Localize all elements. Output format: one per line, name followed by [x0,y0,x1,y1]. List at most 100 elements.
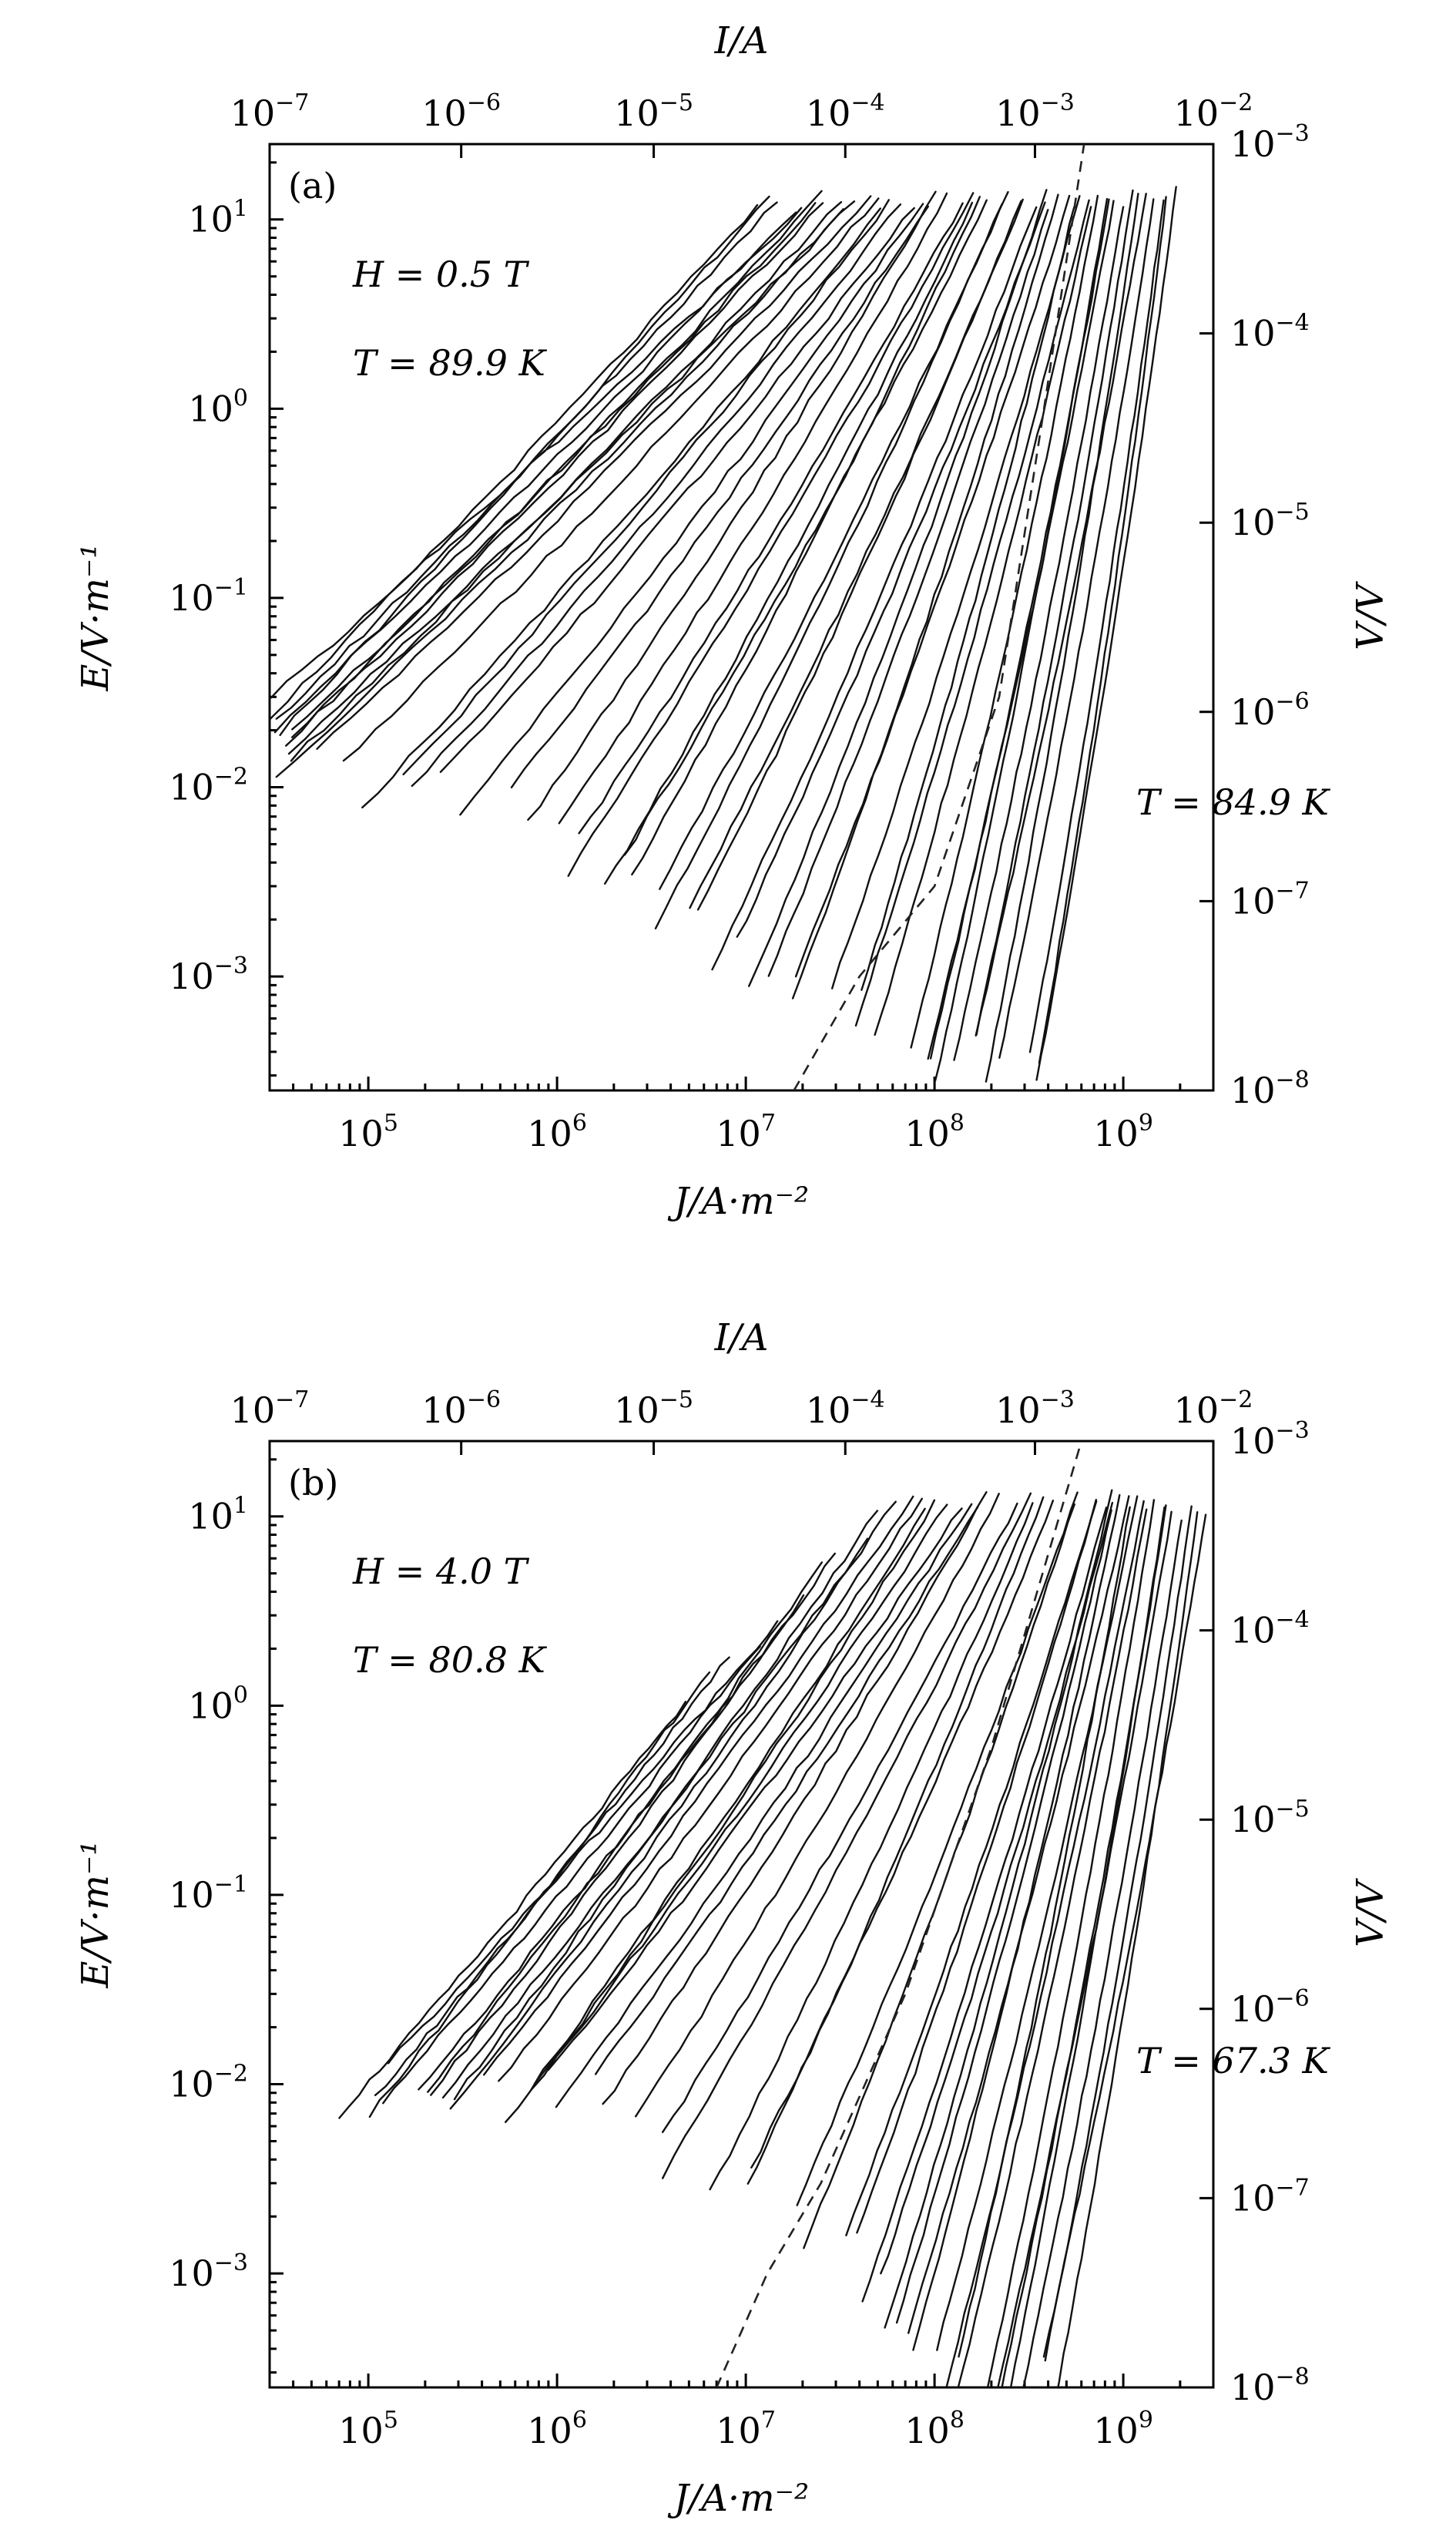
top-tick-label-exponent: −5 [659,1386,693,1413]
right-tick-label-base: 10 [1230,123,1276,165]
x-tick-label-exponent: 7 [761,2407,776,2434]
x-tick-label-base: 10 [338,1113,384,1154]
x-tick-label-base: 10 [904,1113,950,1154]
ej-curve [1022,1519,1183,2387]
y-tick-label-base: 10 [169,577,214,619]
top-tick-label-base: 10 [995,92,1041,134]
y-tick-label-base: 10 [169,956,214,997]
x-axis-label: J/A·m⁻² [667,1180,809,1223]
right-tick-label-exponent: −4 [1276,1607,1310,1634]
right-tick-label: 10−5 [1230,499,1310,543]
top-tick-label: 10−3 [995,89,1075,134]
x-tick-label-exponent: 5 [384,2407,398,2434]
y-tick-label: 10−1 [169,1871,248,1916]
ej-curve [750,1499,1055,2169]
right-tick-label-exponent: −8 [1276,1067,1310,1094]
right-tick-label: 10−3 [1230,1417,1310,1462]
y-tick-label-exponent: 0 [233,385,248,412]
ej-curve [342,197,880,762]
ej-curve [578,202,964,835]
right-tick-label-exponent: −4 [1276,310,1310,337]
y-tick-label: 100 [188,385,248,429]
ej-curve [736,201,1046,938]
top-tick-label-base: 10 [421,92,467,134]
curve-group [338,1441,1207,2387]
top-tick-label-exponent: −6 [467,1386,501,1413]
ej-curve [953,206,1125,1061]
ej-curve [439,207,915,773]
right-tick-label-base: 10 [1230,1420,1276,1462]
right-tick-label-base: 10 [1230,502,1276,543]
ej-curve [374,1656,730,2096]
ej-curve [623,199,988,856]
top-tick-label-exponent: −7 [275,89,309,116]
ej-curve [510,205,929,788]
right-tick-label-base: 10 [1230,1988,1276,2030]
ej-curve [285,202,824,747]
x-tick-label-exponent: 9 [1139,2407,1153,2434]
y-tick-label: 10−2 [169,764,248,808]
ej-curve [1057,1511,1199,2387]
ej-curve [411,203,902,788]
ej-curve [711,206,1038,971]
top-tick-label: 10−4 [806,1386,885,1431]
ej-curve [1028,199,1165,1053]
right-tick-label: 10−6 [1230,688,1310,733]
right-tick-label: 10−8 [1230,1067,1310,1111]
right-tick-label: 10−7 [1230,2174,1310,2219]
ej-curve [338,1701,686,2119]
top-tick-label-exponent: −6 [467,89,501,116]
annotation-mask [1136,2039,1207,2085]
ej-curve [558,192,948,825]
right-tick-label: 10−8 [1230,2364,1310,2408]
ej-curve [895,1509,1112,2324]
right-tick-label-exponent: −5 [1276,1796,1310,1823]
y-tick-label: 10−2 [169,2061,248,2105]
top-tick-label-exponent: −3 [1041,89,1075,116]
x-tick-label-base: 10 [527,1113,572,1154]
ej-curve [402,199,890,776]
right-tick-label: 10−7 [1230,877,1310,922]
right-tick-label-exponent: −8 [1276,2364,1310,2390]
y-tick-label-base: 10 [188,388,233,429]
x-tick-label: 105 [338,2407,398,2451]
ej-curve [696,200,1022,911]
ej-curve [1009,1506,1166,2387]
top-tick-label-base: 10 [230,92,276,134]
dashed-boundary-line [793,144,1085,1090]
ej-curve [270,207,803,699]
ej-curve [427,1561,823,2093]
top-tick-label: 10−5 [614,89,693,134]
right-axis-label: V/V [1349,1878,1392,1947]
x-tick-label: 108 [904,2407,965,2451]
ej-curve [767,209,1049,977]
ej-curve [316,195,872,750]
top-tick-label: 10−7 [230,89,310,134]
ej-curve [659,191,1009,890]
y-tick-label-base: 10 [188,1496,233,1537]
ej-curve [907,1495,1130,2334]
x-tick-label: 106 [527,1110,587,1154]
ej-curve [527,190,937,821]
ej-curve [689,198,1024,909]
ej-curve [861,206,1075,991]
y-tick-label-exponent: −1 [214,1871,248,1898]
ej-curve [459,203,924,816]
x-tick-label: 109 [1093,2407,1153,2451]
right-tick-label: 10−5 [1230,1796,1310,1840]
x-tick-label-exponent: 9 [1139,1110,1153,1137]
ej-curve [934,197,1109,1082]
right-tick-label-exponent: −3 [1276,1417,1310,1444]
top-tick-label-base: 10 [614,92,659,134]
ej-curve [441,1537,869,2099]
y-tick-label-exponent: −3 [214,953,248,979]
ej-curve [1044,1505,1193,2362]
top-axis-label: I/A [714,1316,769,1359]
right-tick-label-base: 10 [1230,880,1276,922]
x-axis-label: J/A·m⁻² [667,2477,809,2520]
top-tick-label: 10−5 [614,1386,693,1431]
annotation-mask [1136,781,1207,827]
ej-curve [845,1499,1097,2236]
ej-curve [794,194,1071,978]
